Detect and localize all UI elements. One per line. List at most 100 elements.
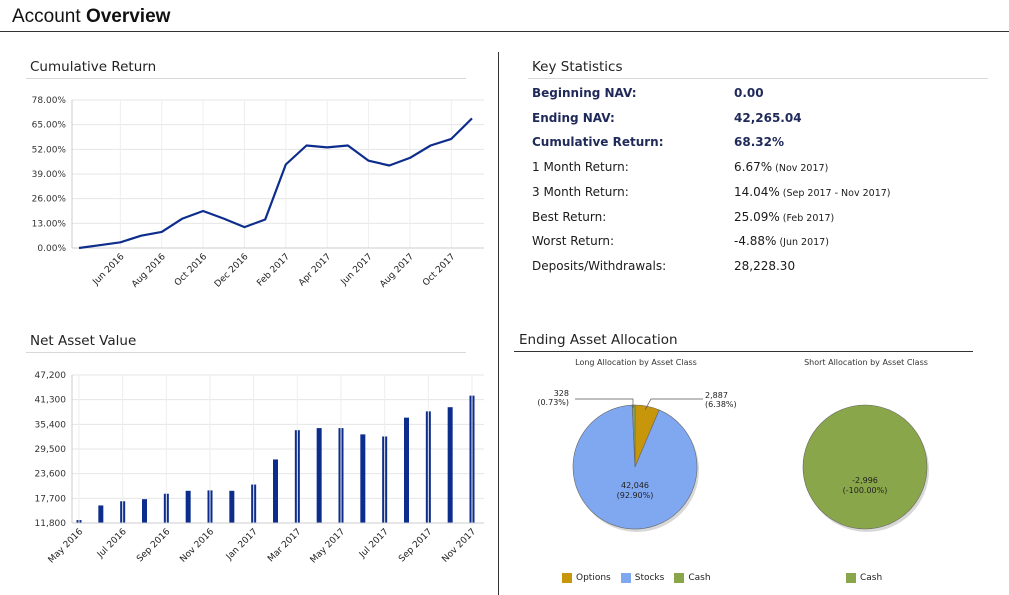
x-tick-label: Jan 2017: [224, 527, 260, 563]
key-stat-note: (Feb 2017): [782, 212, 835, 224]
key-stat-label: Beginning NAV:: [532, 86, 637, 100]
y-tick-label: 11,800: [35, 519, 67, 529]
cash-value-label: 328: [554, 389, 569, 398]
key-stat-value: 14.04% (Sep 2017 - Nov 2017): [734, 185, 891, 199]
key-stat-number: 25.09%: [734, 209, 780, 224]
key-stat-number: 68.32%: [734, 135, 784, 150]
short-allocation-legend: Cash: [846, 573, 888, 583]
nav-bar: [229, 490, 235, 523]
stocks-pct-label: (92.90%): [617, 491, 654, 500]
options-leader-line: [644, 398, 703, 411]
legend-label: Cash: [688, 573, 711, 583]
key-stat-value: 0.00: [734, 86, 764, 100]
x-tick-label: Mar 2017: [266, 527, 303, 564]
x-tick-label: Jun 2017: [339, 252, 375, 288]
x-tick-label: Jul 2017: [357, 527, 391, 561]
x-tick-label: Jul 2016: [95, 527, 129, 561]
key-stat-label: Best Return:: [532, 209, 607, 224]
short-cash-pct-label: (-100.00%): [843, 486, 888, 495]
legend-label: Options: [576, 573, 611, 583]
nav-bar: [404, 417, 409, 523]
nav-bar: [142, 499, 147, 523]
x-tick-label: Aug 2016: [130, 252, 168, 290]
options-value-label: 2,887: [705, 391, 728, 400]
stocks-value-label: 42,046: [621, 481, 649, 490]
y-tick-label: 78.00%: [32, 96, 67, 106]
nav-bar: [447, 407, 453, 523]
key-statistics-rule: [528, 78, 988, 79]
key-stat-number: 28,228.30: [734, 258, 796, 273]
pie-slice-cash: [802, 404, 928, 530]
key-stat-row: Beginning NAV: 0.00: [532, 86, 972, 108]
vertical-divider: [498, 52, 499, 595]
cash-leader-line: [575, 398, 634, 408]
key-stat-label: Ending NAV:: [532, 110, 615, 125]
cash-pct-label: (0.73%): [537, 398, 569, 407]
x-tick-label: Oct 2017: [421, 252, 457, 288]
y-tick-label: 47,200: [35, 371, 67, 381]
x-tick-label: Nov 2017: [440, 527, 478, 565]
key-stat-note: (Nov 2017): [775, 163, 829, 175]
key-stat-label: Deposits/Withdrawals:: [532, 258, 667, 273]
key-stat-value: 28,228.30: [734, 259, 795, 273]
x-tick-label: Nov 2016: [178, 527, 216, 565]
pie-slice-cash: [631, 404, 636, 468]
net-asset-value-rule: [26, 352, 466, 353]
key-stat-number: -4.88%: [734, 234, 777, 249]
key-stat-row: Cumulative Return: 68.32%: [532, 135, 972, 157]
x-tick-label: Aug 2017: [378, 252, 416, 290]
short-cash-value-label: -2,996: [852, 476, 878, 485]
net-asset-value-title: Net Asset Value: [30, 333, 137, 349]
key-stat-row: Best Return: 25.09% (Feb 2017): [532, 210, 972, 232]
asset-allocation-title: Ending Asset Allocation: [519, 332, 678, 348]
y-tick-label: 52.00%: [32, 145, 67, 155]
key-stat-label: 1 Month Return:: [532, 160, 629, 175]
legend-swatch: [620, 573, 631, 583]
y-tick-label: 0.00%: [37, 244, 66, 254]
cumulative-return-title: Cumulative Return: [30, 59, 157, 75]
key-stat-row: Deposits/Withdrawals: 28,228.30: [532, 259, 972, 281]
y-tick-label: 23,600: [35, 470, 67, 480]
net-asset-value-chart: 47,200 41,300 35,400 29,500 23,600 17,700 11,8…: [35, 371, 484, 566]
x-tick-label: Sep 2016: [135, 527, 172, 564]
y-tick-label: 29,500: [35, 445, 67, 455]
x-tick-label: Sep 2017: [397, 527, 434, 564]
key-statistics-title: Key Statistics: [532, 59, 623, 75]
key-stat-number: 42,265.04: [734, 110, 802, 125]
short-allocation-title: Short Allocation by Asset Class: [804, 358, 928, 367]
y-tick-label: 26.00%: [32, 195, 67, 205]
key-stat-label: 3 Month Return:: [532, 184, 629, 199]
key-stat-label: Worst Return:: [532, 234, 615, 249]
legend-label: Cash: [860, 573, 883, 583]
y-tick-label: 39.00%: [32, 170, 67, 180]
y-tick-label: 41,300: [35, 396, 67, 406]
y-tick-label: 17,700: [35, 494, 67, 504]
nav-bar: [360, 434, 366, 523]
nav-bar: [98, 505, 104, 523]
long-allocation-title: Long Allocation by Asset Class: [575, 358, 697, 367]
nav-bar: [316, 428, 322, 523]
cumulative-return-line: [78, 117, 473, 250]
key-stat-value: -4.88% (Jun 2017): [734, 234, 829, 248]
key-stat-row: 1 Month Return: 6.67% (Nov 2017): [532, 160, 972, 182]
nav-bar: [185, 490, 191, 523]
pie-slice-stocks: [572, 404, 698, 530]
y-tick-label: 35,400: [35, 420, 67, 430]
short-allocation-pie: -2,996(-100.00%): [802, 404, 929, 532]
page-title-bold: Overview: [85, 6, 171, 27]
x-tick-label: May 2017: [309, 527, 347, 565]
key-stat-value: 25.09% (Feb 2017): [734, 210, 834, 224]
options-pct-label: (6.38%): [705, 400, 737, 409]
x-tick-label: Jun 2016: [91, 252, 127, 288]
x-tick-label: May 2016: [47, 527, 86, 566]
key-stat-row: Worst Return: -4.88% (Jun 2017): [532, 234, 972, 256]
key-stat-value: 6.67% (Nov 2017): [734, 160, 828, 174]
key-stat-row: 3 Month Return: 14.04% (Sep 2017 - Nov 201…: [532, 185, 972, 207]
legend-swatch: [562, 573, 572, 583]
key-stat-number: 6.67%: [734, 160, 773, 175]
y-tick-label: 13.00%: [32, 219, 67, 229]
x-tick-label: Dec 2016: [213, 252, 251, 290]
nav-bar: [273, 459, 278, 523]
key-stat-note: (Sep 2017 - Nov 2017): [782, 187, 891, 199]
cumulative-return-chart: 78.00% 65.00% 52.00% 39.00% 26.00% 13.00% 0.00…: [32, 96, 484, 290]
